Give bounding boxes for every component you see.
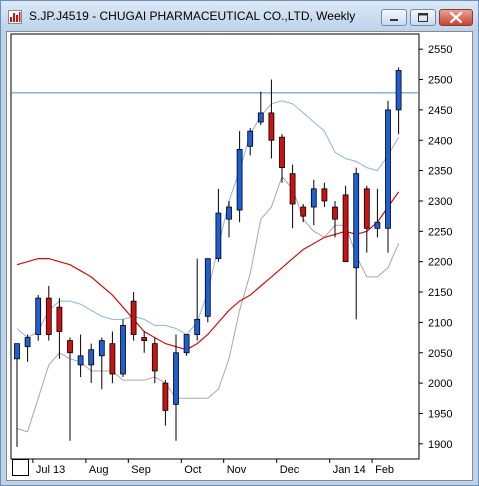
- candle-body: [268, 112, 275, 141]
- candle-body: [257, 112, 264, 123]
- candle-body: [45, 297, 52, 335]
- title-bar[interactable]: S.JP.J4519 - CHUGAI PHARMACEUTICAL CO.,L…: [1, 1, 478, 31]
- candle-body: [321, 188, 328, 202]
- y-tick-label: 2450: [428, 105, 452, 117]
- candle-body: [353, 173, 360, 269]
- candle-body: [183, 334, 190, 354]
- y-tick-label: 2100: [428, 317, 452, 329]
- maximize-icon: [418, 13, 428, 22]
- close-icon: [449, 11, 463, 24]
- candle-body: [289, 173, 296, 205]
- y-tick-label: 2350: [428, 166, 452, 178]
- plot-frame: [10, 33, 420, 460]
- candle-body: [141, 337, 148, 342]
- candle-body: [88, 349, 95, 366]
- y-tick-label: 2250: [428, 226, 452, 238]
- x-tick-label: Aug: [89, 464, 109, 476]
- candle-body: [130, 300, 137, 335]
- minimize-icon: [390, 19, 398, 21]
- candle-body: [14, 343, 20, 360]
- candle-body: [56, 306, 63, 332]
- y-tick-label: 2300: [428, 196, 452, 208]
- candle-body: [332, 206, 338, 220]
- y-tick-label: 1950: [428, 408, 452, 420]
- candle-body: [204, 258, 211, 317]
- y-tick-label: 2400: [428, 135, 452, 147]
- candle-body: [279, 136, 285, 168]
- x-tick-label: Jul 13: [36, 464, 65, 476]
- minimize-button[interactable]: [381, 9, 407, 26]
- candle-body: [67, 340, 73, 354]
- candle-body: [374, 221, 381, 229]
- candle-body: [173, 352, 179, 405]
- candle-body: [120, 325, 126, 375]
- candle-body: [98, 340, 105, 357]
- x-tick-label: Jan 14: [333, 464, 366, 476]
- chart-area[interactable]: 1900 1950 2000 2050 2100 2150 2200 2250 2300 2350…: [6, 31, 473, 481]
- candle-body: [194, 318, 201, 335]
- x-tick-label: Sep: [131, 464, 151, 476]
- candle-body: [247, 130, 254, 147]
- y-tick-label: 2550: [428, 44, 452, 56]
- candle-body: [342, 194, 349, 263]
- candle-body: [300, 206, 307, 217]
- candle-body: [35, 297, 42, 335]
- x-tick-label: Feb: [375, 464, 394, 476]
- candle-body: [226, 206, 232, 220]
- candle-body: [109, 343, 116, 375]
- candlestick-chart[interactable]: 1900 1950 2000 2050 2100 2150 2200 2250 2300 2350…: [7, 32, 472, 480]
- candle-body: [236, 148, 243, 211]
- candle-body: [385, 109, 391, 229]
- candle-body: [395, 70, 402, 111]
- x-tick-label: Nov: [227, 464, 247, 476]
- candle-body: [363, 188, 370, 229]
- x-tick-label: Oct: [184, 464, 201, 476]
- y-tick-label: 2150: [428, 287, 452, 299]
- candle-body: [215, 212, 222, 260]
- chart-corner-box: [12, 459, 29, 476]
- y-tick-label: 1900: [428, 439, 452, 451]
- candle-body: [310, 188, 317, 208]
- y-tick-label: 2050: [428, 348, 452, 360]
- candle-body: [77, 355, 84, 366]
- chart-app-icon: [8, 10, 22, 24]
- window-title: S.JP.J4519 - CHUGAI PHARMACEUTICAL CO.,L…: [29, 9, 356, 23]
- candle-body: [151, 343, 158, 372]
- candle-body: [162, 382, 169, 411]
- y-tick-label: 2000: [428, 378, 452, 390]
- maximize-button[interactable]: [410, 9, 436, 26]
- x-tick-label: Dec: [280, 464, 300, 476]
- y-tick-label: 2200: [428, 257, 452, 269]
- candle-body: [24, 337, 31, 348]
- y-tick-label: 2500: [428, 75, 452, 87]
- close-button[interactable]: [439, 9, 473, 26]
